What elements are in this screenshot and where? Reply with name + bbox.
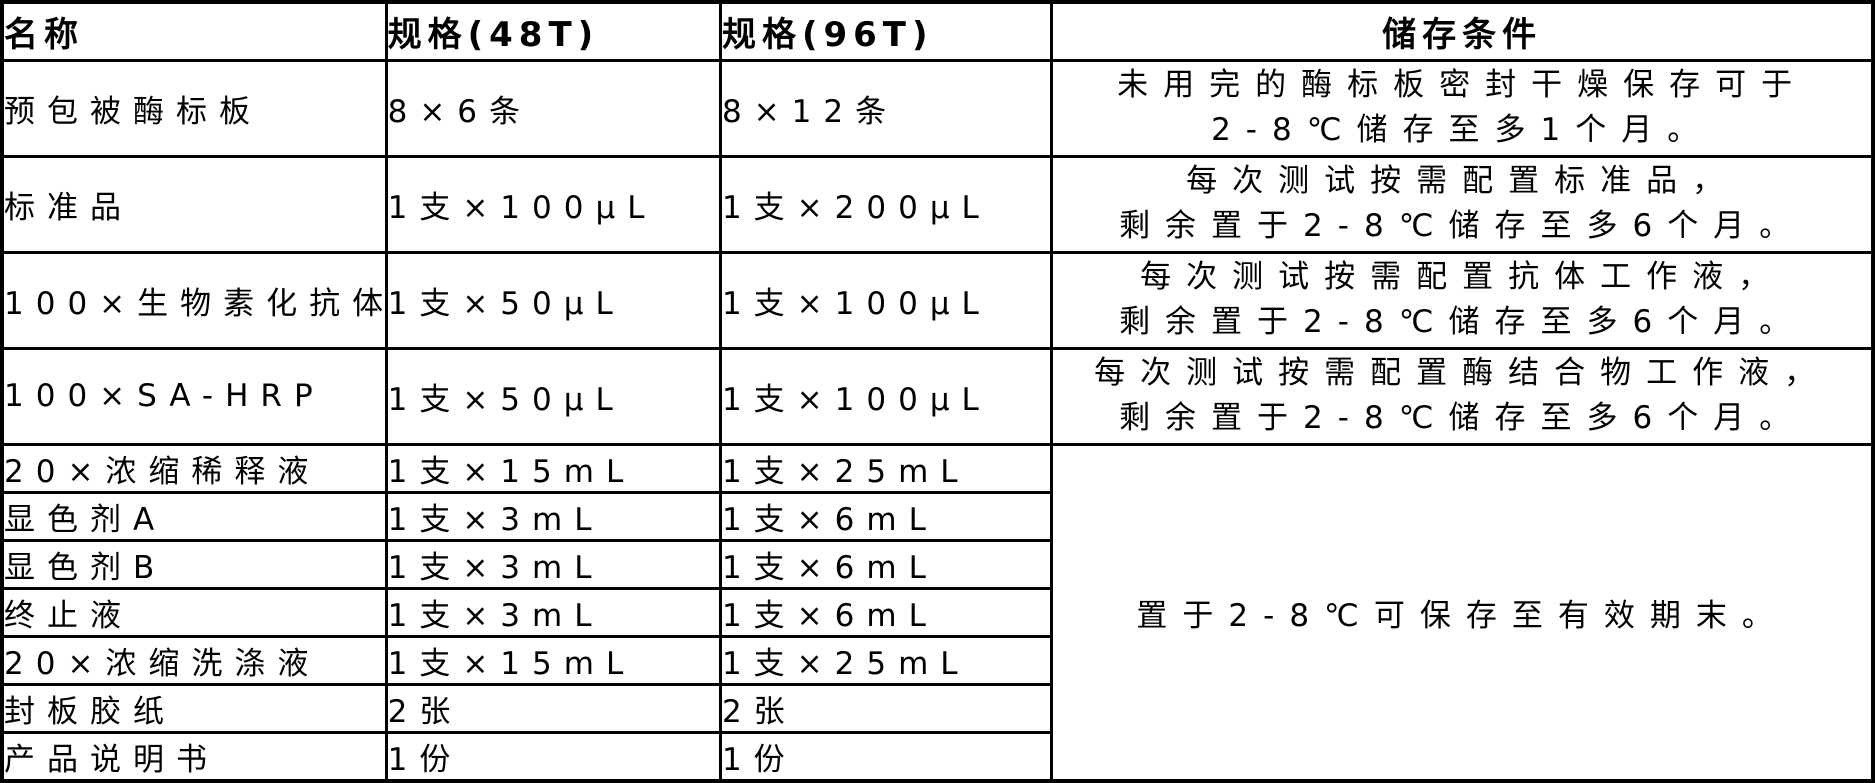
storage-cell: 未用完的酶标板密封干燥保存可于 2-8℃储存至多1个月。: [1050, 58, 1875, 158]
table-row: 终止液 1支×3mL 1支×6mL: [0, 586, 1873, 638]
spec-96t-cell: 1支×6mL: [718, 586, 1054, 638]
spec-48t-cell: 1支×15mL: [384, 442, 722, 494]
table-row: 100×生物素化抗体 1支×50µL 1支×100µL 每次测试按需配置抗体工作…: [0, 250, 1875, 350]
storage-cell: 每次测试按需配置酶结合物工作液， 剩余置于2-8℃储存至多6个月。: [1050, 346, 1875, 446]
col-header-spec-96t: 规格(96T): [718, 0, 1054, 62]
table-row: 封板胶纸 2张 2张: [0, 682, 1873, 734]
col-header-name: 名称: [0, 0, 388, 62]
spec-96t-cell: 2张: [718, 682, 1054, 734]
spec-96t-cell: 1支×6mL: [718, 490, 1054, 542]
name-cell: 100×SA-HRP: [0, 346, 388, 446]
spec-96t-cell: 1支×6mL: [718, 538, 1054, 590]
name-cell: 封板胶纸: [0, 682, 388, 734]
spec-48t-cell: 2张: [384, 682, 722, 734]
table-row: 显色剂B 1支×3mL 1支×6mL: [0, 538, 1873, 590]
spec-96t-cell: 1份: [718, 730, 1054, 782]
spec-48t-cell: 1支×100µL: [384, 154, 722, 254]
name-cell: 20×浓缩洗涤液: [0, 634, 388, 686]
spec-96t-cell: 1支×25mL: [718, 442, 1054, 494]
spec-96t-cell: 1支×200µL: [718, 154, 1054, 254]
spec-48t-cell: 1支×3mL: [384, 538, 722, 590]
storage-line: 剩余置于2-8℃储存至多6个月。: [1119, 304, 1806, 340]
name-cell: 显色剂B: [0, 538, 388, 590]
name-cell: 终止液: [0, 586, 388, 638]
storage-line: 每次测试按需配置抗体工作液，: [1140, 259, 1785, 296]
spec-48t-cell: 1支×50µL: [384, 346, 722, 446]
storage-line: 剩余置于2-8℃储存至多6个月。: [1119, 400, 1806, 436]
spec-96t-cell: 1支×100µL: [718, 346, 1054, 446]
spec-48t-cell: 1支×15mL: [384, 634, 722, 686]
spec-48t-cell: 1支×3mL: [384, 490, 722, 542]
table-row: 标准品 1支×100µL 1支×200µL 每次测试按需配置标准品， 剩余置于2…: [0, 154, 1875, 254]
name-cell: 产品说明书: [0, 730, 388, 782]
col-header-storage: 储存条件: [1050, 0, 1875, 62]
table-row: 预包被酶标板 8×6条 8×12条 未用完的酶标板密封干燥保存可于 2-8℃储存…: [0, 58, 1875, 158]
storage-line: 每次测试按需配置酶结合物工作液，: [1094, 355, 1831, 392]
name-cell: 100×生物素化抗体: [0, 250, 388, 350]
table-row: 20×浓缩洗涤液 1支×15mL 1支×25mL: [0, 634, 1873, 686]
storage-cell: 每次测试按需配置标准品， 剩余置于2-8℃储存至多6个月。: [1050, 154, 1875, 254]
storage-line: 每次测试按需配置标准品，: [1186, 163, 1739, 200]
spec-48t-cell: 1支×50µL: [384, 250, 722, 350]
name-cell: 20×浓缩稀释液: [0, 442, 388, 494]
spec-96t-cell: 1支×100µL: [718, 250, 1054, 350]
table-row: 100×SA-HRP 1支×50µL 1支×100µL 每次测试按需配置酶结合物…: [0, 346, 1875, 446]
col-header-spec-48t: 规格(48T): [384, 0, 722, 62]
header-row: 名称 规格(48T) 规格(96T) 储存条件: [0, 0, 1875, 62]
name-cell: 标准品: [0, 154, 388, 254]
storage-line: 未用完的酶标板密封干燥保存可于: [1117, 67, 1808, 104]
storage-line: 剩余置于2-8℃储存至多6个月。: [1119, 208, 1806, 244]
spec-96t-cell: 1支×25mL: [718, 634, 1054, 686]
storage-cell: 每次测试按需配置抗体工作液， 剩余置于2-8℃储存至多6个月。: [1050, 250, 1875, 350]
spec-48t-cell: 1份: [384, 730, 722, 782]
spec-96t-cell: 8×12条: [718, 58, 1054, 158]
table-row: 20×浓缩稀释液 1支×15mL 1支×25mL 置于2-8℃可保存至有效期末。: [0, 442, 1875, 782]
storage-line: 2-8℃储存至多1个月。: [1211, 112, 1714, 148]
table-row: 显色剂A 1支×3mL 1支×6mL: [0, 490, 1873, 542]
spec-48t-cell: 8×6条: [384, 58, 722, 158]
name-cell: 预包被酶标板: [0, 58, 388, 158]
name-cell: 显色剂A: [0, 490, 388, 542]
spec-48t-cell: 1支×3mL: [384, 586, 722, 638]
merged-storage-cell: 置于2-8℃可保存至有效期末。: [1050, 442, 1875, 782]
